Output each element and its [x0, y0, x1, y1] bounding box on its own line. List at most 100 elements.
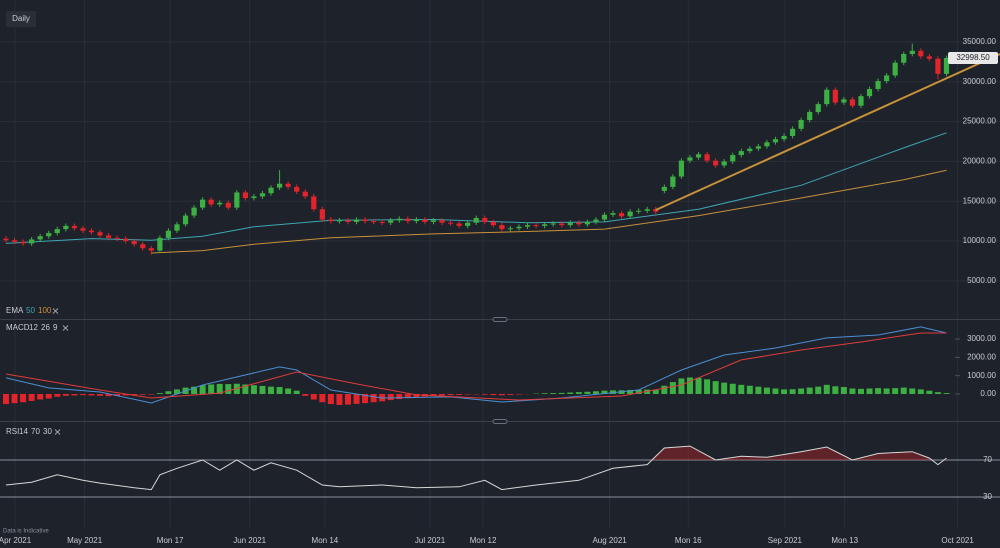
- macd-histogram-bar: [71, 393, 78, 396]
- macd-histogram-bar: [567, 392, 574, 394]
- candle-body: [157, 237, 163, 251]
- last-price-label: 32998.50: [956, 53, 990, 62]
- candle-body: [285, 183, 291, 187]
- macd-histogram-bar: [131, 393, 138, 396]
- resize-handle[interactable]: [492, 419, 508, 424]
- close-icon[interactable]: [62, 325, 69, 331]
- macd-histogram-bar: [721, 382, 728, 394]
- macd-histogram-bar: [208, 384, 215, 394]
- candle-body: [430, 220, 437, 222]
- macd-histogram-bar: [943, 393, 950, 394]
- x-tick-label: Mon 17: [157, 536, 184, 545]
- candle-body: [165, 230, 172, 238]
- candle-body: [584, 221, 590, 225]
- macd-tick-label: 1000.00: [967, 371, 996, 380]
- x-tick-label: Sep 2021: [768, 536, 803, 545]
- candle-body: [148, 248, 154, 251]
- candle-body: [97, 232, 103, 236]
- macd-histogram-bar: [88, 393, 95, 396]
- macd-histogram-bar: [763, 387, 770, 394]
- candle-body: [755, 146, 761, 149]
- macd-histogram-bar: [781, 389, 788, 394]
- macd-histogram-bar: [122, 393, 129, 396]
- candle-body: [191, 207, 197, 216]
- x-tick-label: Mon 14: [312, 536, 339, 545]
- candle-body: [182, 215, 189, 225]
- x-tick-label: Apr 2021: [0, 536, 32, 545]
- candle-body: [490, 221, 496, 226]
- candle-body: [661, 186, 667, 191]
- macd-histogram-bar: [755, 386, 762, 394]
- candle-body: [200, 199, 206, 208]
- macd-histogram-bar: [54, 393, 61, 397]
- close-icon[interactable]: [52, 308, 59, 314]
- candle-body: [866, 88, 873, 97]
- candle-body: [601, 214, 608, 220]
- candle-body: [105, 235, 112, 238]
- macd-histogram-bar: [832, 386, 839, 394]
- candle-body: [576, 222, 582, 225]
- macd-histogram-bar: [268, 386, 275, 394]
- macd-histogram-bar: [909, 388, 916, 394]
- macd-histogram-bar: [798, 388, 805, 394]
- candle-body: [131, 241, 137, 245]
- candle-body: [644, 209, 650, 211]
- candle-body: [54, 229, 60, 234]
- candle-body: [858, 96, 864, 106]
- macd-histogram-bar: [738, 384, 745, 394]
- macd-histogram-bar: [507, 393, 514, 395]
- macd-line: [5, 326, 947, 404]
- macd-histogram-bar: [139, 393, 146, 395]
- macd-histogram-bar: [370, 393, 377, 403]
- rsi-param: 30: [43, 427, 52, 436]
- candle-body: [396, 218, 402, 221]
- y-tick-label: 10000.00: [963, 236, 997, 245]
- macd-histogram-bar: [900, 387, 907, 394]
- candle-body: [789, 128, 796, 136]
- candle-body: [123, 238, 129, 242]
- candle-body: [114, 237, 120, 239]
- macd-histogram-bar: [729, 383, 736, 394]
- macd-histogram-bar: [635, 389, 642, 394]
- candle-body: [721, 161, 727, 166]
- candle-body: [618, 213, 625, 217]
- candle-body: [3, 238, 9, 241]
- candle-body: [550, 223, 556, 225]
- ema-legend-entry: 100: [38, 306, 52, 315]
- interval-box[interactable]: [6, 11, 36, 27]
- x-tick-label: Mon 13: [831, 536, 858, 545]
- candle-body: [336, 220, 343, 222]
- candle-body: [875, 81, 881, 89]
- macd-histogram-bar: [45, 393, 52, 399]
- rsi-tick-label: 70: [983, 455, 992, 464]
- macd-histogram-bar: [669, 382, 676, 394]
- y-tick-label: 5000.00: [967, 276, 996, 285]
- macd-legend-label: MACD: [6, 323, 30, 332]
- candle-body: [524, 225, 531, 227]
- candle-body: [80, 228, 86, 231]
- macd-histogram-bar: [344, 393, 351, 405]
- candle-body: [713, 160, 719, 166]
- candle-body: [901, 53, 907, 63]
- close-icon[interactable]: [54, 429, 61, 435]
- resize-handle[interactable]: [492, 317, 508, 322]
- candle-body: [943, 57, 950, 74]
- candle-body: [516, 226, 522, 229]
- candle-body: [302, 191, 308, 197]
- candle-body: [918, 50, 924, 57]
- macd-histogram-bar: [225, 384, 232, 394]
- x-tick-label: Oct 2021: [941, 536, 974, 545]
- macd-tick-label: 2000.00: [967, 352, 996, 361]
- macd-histogram-bar: [165, 391, 172, 394]
- candle-body: [234, 192, 240, 208]
- candle-body: [747, 148, 753, 152]
- macd-histogram-bar: [37, 393, 44, 400]
- macd-tick-label: 0.00: [980, 389, 996, 398]
- candle-body: [63, 225, 69, 230]
- candle-body: [892, 62, 898, 76]
- x-tick-label: Mon 16: [675, 536, 702, 545]
- candle-body: [567, 222, 573, 226]
- candle-body: [345, 220, 351, 222]
- candle-body: [884, 75, 890, 82]
